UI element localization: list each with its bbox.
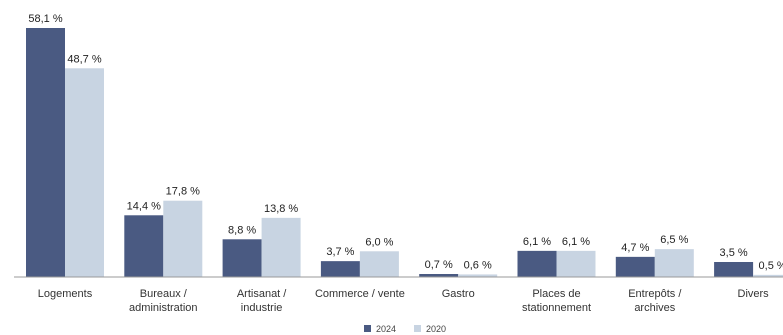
bar-2024-0 <box>26 28 65 277</box>
value-label-2024-6: 4,7 % <box>621 242 649 254</box>
value-label-2020-6: 6,5 % <box>660 234 688 246</box>
value-label-2020-4: 0,6 % <box>464 259 492 271</box>
legend-label-2020: 2020 <box>426 324 446 334</box>
category-label-5-0: Places de <box>532 288 580 300</box>
bar-2024-1 <box>124 215 164 277</box>
bars-layer <box>26 28 783 278</box>
value-label-2024-1: 14,4 % <box>127 200 161 212</box>
value-labels-layer: 58,1 % 48,7 % 14,4 % 17,8 % 8,8 % 13,8 % 3,7 %… <box>28 13 783 272</box>
bar-2020-5 <box>556 250 596 277</box>
bar-2024-6 <box>615 256 655 277</box>
category-label-6-1: archives <box>634 302 675 314</box>
category-label-5-1: stationnement <box>522 302 591 314</box>
bar-2024-5 <box>517 250 557 277</box>
value-label-2020-0: 48,7 % <box>67 53 101 65</box>
legend-label-2024: 2024 <box>376 324 396 334</box>
bar-2020-0 <box>65 68 104 278</box>
bar-2024-7 <box>714 262 754 277</box>
category-label-1-0: Bureaux / <box>140 288 188 300</box>
bar-2024-2 <box>222 239 262 277</box>
category-label-4-0: Gastro <box>442 288 475 300</box>
value-label-2024-7: 3,5 % <box>720 247 748 259</box>
bar-2020-3 <box>359 251 399 277</box>
legend-swatch-2024 <box>364 325 371 332</box>
bar-2024-4 <box>419 274 459 277</box>
bar-2020-2 <box>261 217 301 277</box>
category-label-3-0: Commerce / vente <box>315 288 405 300</box>
bar-2020-7 <box>753 274 783 277</box>
value-label-2024-0: 58,1 % <box>28 13 62 25</box>
value-label-2024-2: 8,8 % <box>228 224 256 236</box>
bar-2020-1 <box>163 200 203 277</box>
value-label-2020-7: 0,5 % <box>759 260 783 272</box>
bar-2024-3 <box>320 261 360 277</box>
legend-swatch-2020 <box>414 325 421 332</box>
category-label-7-0: Divers <box>738 288 770 300</box>
legend: 2024 2020 <box>364 324 446 334</box>
category-label-6-0: Entrepôts / <box>628 288 682 300</box>
value-label-2020-5: 6,1 % <box>562 236 590 248</box>
bar-2020-4 <box>458 274 498 277</box>
value-label-2020-2: 13,8 % <box>264 203 298 215</box>
category-label-0-0: Logements <box>38 288 93 300</box>
value-label-2020-3: 6,0 % <box>365 236 393 248</box>
category-label-2-0: Artisanat / <box>237 288 287 300</box>
bar-2020-6 <box>654 249 694 277</box>
value-label-2024-5: 6,1 % <box>523 236 551 248</box>
category-label-1-1: administration <box>129 302 197 314</box>
category-label-2-1: industrie <box>241 302 283 314</box>
category-labels-layer: Logements Bureaux / administration Artisana… <box>38 288 769 314</box>
value-label-2020-1: 17,8 % <box>166 186 200 198</box>
value-label-2024-4: 0,7 % <box>425 259 453 271</box>
value-label-2024-3: 3,7 % <box>326 246 354 258</box>
